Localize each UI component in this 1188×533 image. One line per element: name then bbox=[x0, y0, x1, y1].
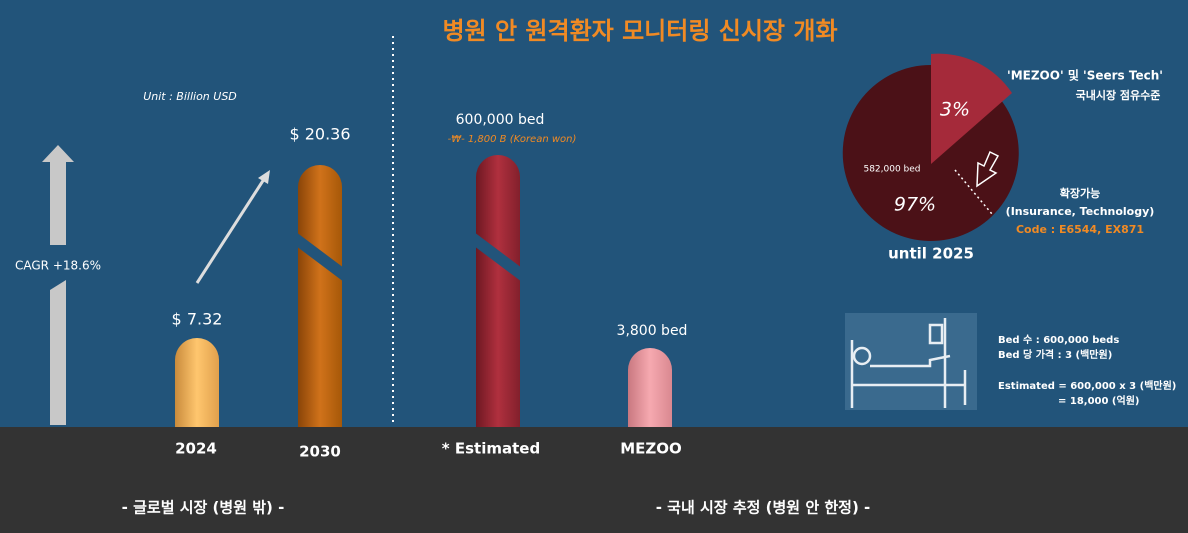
unit: Unit : Billion USD bbox=[143, 90, 237, 103]
pie-label: 582,000 bed bbox=[863, 165, 920, 175]
bullet: Bed 수 : 600,000 beds bbox=[998, 334, 1119, 346]
expand-detail: (Insurance, Technology) bbox=[1006, 205, 1155, 218]
expand-title: 확장가능 bbox=[1060, 186, 1100, 200]
bar-label: $ 7.32 bbox=[172, 310, 223, 329]
code: Code : E6544, EX871 bbox=[1016, 223, 1144, 236]
category: * Estimated bbox=[442, 440, 540, 458]
bar-mezoo bbox=[628, 348, 672, 427]
bar-2024 bbox=[175, 338, 219, 427]
pie-label: 3% bbox=[940, 99, 970, 121]
pie-label: 97% bbox=[894, 194, 936, 216]
category: 2030 bbox=[299, 443, 341, 461]
section-label: - 국내 시장 추정 (병원 안 한정) - bbox=[656, 499, 871, 517]
bed-icon bbox=[845, 313, 977, 410]
bar-note: -₩- 1,800 B (Korean won) bbox=[448, 134, 577, 145]
category: 2024 bbox=[175, 440, 217, 458]
bar-label: 3,800 bed bbox=[617, 323, 688, 339]
estimate-result: = 18,000 (억원) bbox=[1058, 394, 1139, 407]
slide: 병원 안 원격환자 모니터링 신시장 개화 Unit : Billion USD… bbox=[0, 0, 1188, 533]
bullet: Bed 당 가격 : 3 (백만원) bbox=[998, 348, 1112, 361]
bar-label: $ 20.36 bbox=[289, 125, 350, 144]
share-subtitle: 국내시장 점유수준 bbox=[1076, 88, 1161, 102]
title: 병원 안 원격환자 모니터링 신시장 개화 bbox=[442, 17, 837, 45]
pie-period: until 2025 bbox=[888, 245, 974, 263]
section-label: - 글로벌 시장 (병원 밖) - bbox=[122, 499, 285, 517]
share-title: 'MEZOO' 및 'Seers Tech' bbox=[1007, 68, 1163, 83]
bar-label: 600,000 bed bbox=[456, 112, 545, 128]
category: MEZOO bbox=[620, 440, 682, 458]
bar-estimated bbox=[476, 155, 520, 427]
estimate: Estimated = 600,000 x 3 (백만원) bbox=[998, 379, 1176, 392]
cagr: CAGR +18.6% bbox=[15, 259, 101, 273]
bar-2030 bbox=[298, 165, 342, 427]
